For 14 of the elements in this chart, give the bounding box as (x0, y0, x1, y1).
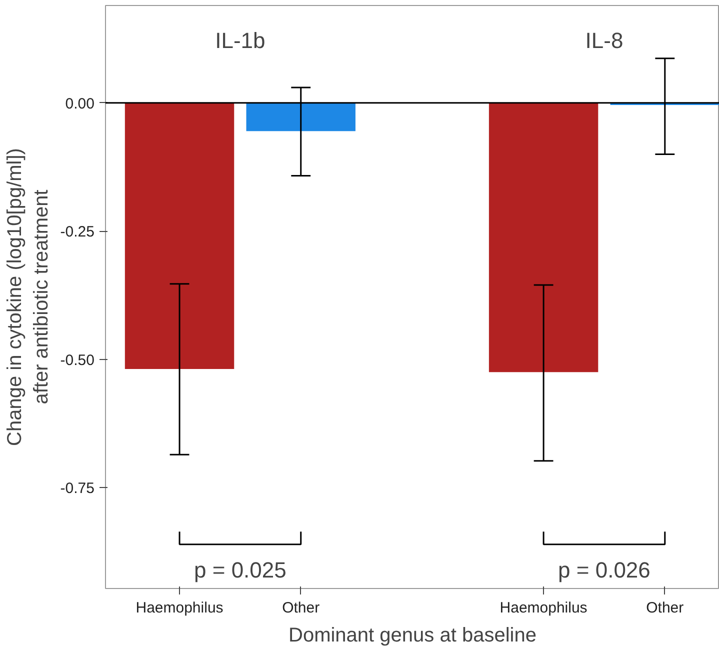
y-tick-label: -0.50 (60, 352, 95, 369)
x-tick-label: Haemophilus (500, 600, 588, 616)
y-tick-label: -0.75 (60, 480, 95, 497)
x-tick-label: Other (646, 600, 684, 616)
y-axis-title: Change in cytokine (log10[pg/ml]) after antibiotic treatment (4, 148, 52, 446)
annotation: p = 0.025 (194, 558, 286, 583)
annotation: p = 0.026 (558, 558, 650, 583)
y-tick-label: 0.00 (65, 95, 95, 112)
annotation: IL-8 (585, 28, 624, 53)
x-tick-label: Haemophilus (136, 600, 224, 616)
x-tick-label: Other (282, 600, 320, 616)
annotation: IL-1b (215, 28, 266, 53)
y-tick-label: -0.25 (60, 224, 95, 241)
x-axis-title: Dominant genus at baseline (288, 624, 536, 646)
